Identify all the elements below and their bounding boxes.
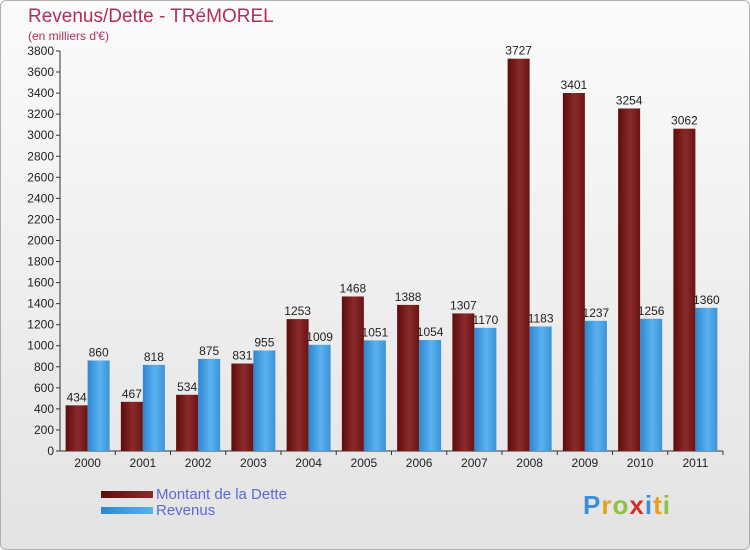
legend-label-debt: Montant de la Dette — [156, 486, 287, 503]
x-tick-label: 2008 — [516, 456, 543, 470]
bar-debt — [452, 313, 475, 451]
x-tick-label: 2002 — [185, 456, 212, 470]
x-axis: 2000 2001 2002 2003 2004 2005 2006 2007 2008 2009… — [60, 450, 724, 470]
y-tick-label: 3600 — [27, 65, 54, 79]
y-tick-label: 2600 — [27, 170, 54, 184]
x-tick-label: 2001 — [130, 456, 157, 470]
proxiti-logo: Proxiti — [583, 490, 671, 520]
y-tick-label: 2200 — [27, 212, 54, 226]
legend-label-revenus: Revenus — [156, 502, 216, 519]
x-tick-label: 2000 — [74, 456, 101, 470]
value-label-debt: 831 — [232, 349, 252, 363]
value-label-debt: 434 — [67, 390, 87, 404]
x-tick-label: 2004 — [295, 456, 322, 470]
y-tick-label: 0 — [47, 444, 54, 458]
y-tick-label: 3800 — [27, 44, 54, 58]
bar-revenus — [640, 318, 663, 451]
value-label-revenus: 1170 — [472, 313, 498, 327]
value-label-revenus: 1237 — [583, 306, 610, 320]
legend-swatch-revenus — [101, 507, 153, 514]
bar-revenus — [419, 340, 442, 451]
bar-debt — [397, 304, 420, 451]
bar-debt — [341, 296, 364, 451]
x-tick-label: 2007 — [461, 456, 488, 470]
x-tick-label: 2009 — [572, 456, 599, 470]
value-label-revenus: 875 — [199, 344, 219, 358]
y-tick-label: 600 — [34, 381, 54, 395]
chart-title: Revenus/Dette - TRéMOREL — [28, 6, 274, 27]
bar-debt — [562, 93, 585, 451]
bar-revenus — [584, 320, 607, 451]
y-tick-label: 200 — [34, 423, 54, 437]
bar-revenus — [363, 340, 386, 451]
y-tick-label: 1800 — [27, 255, 54, 269]
bar-revenus — [308, 344, 331, 451]
y-tick-label: 1600 — [27, 276, 54, 290]
bar-debt — [120, 401, 143, 451]
value-label-revenus: 1009 — [306, 330, 333, 344]
bars — [65, 58, 718, 452]
value-label-debt: 534 — [177, 380, 197, 394]
bar-debt — [618, 108, 641, 451]
y-tick-label: 800 — [34, 360, 54, 374]
value-label-revenus: 818 — [144, 350, 164, 364]
value-label-debt: 1468 — [340, 281, 367, 295]
bar-debt — [65, 405, 88, 451]
y-tick-label: 3000 — [27, 128, 54, 142]
value-label-revenus: 1360 — [693, 293, 720, 307]
legend-swatch-debt — [101, 491, 153, 498]
x-tick-label: 2003 — [240, 456, 267, 470]
value-label-debt: 3727 — [505, 44, 532, 58]
y-tick-label: 1400 — [27, 297, 54, 311]
y-tick-label: 2800 — [27, 149, 54, 163]
y-tick-label: 2000 — [27, 233, 54, 247]
bar-revenus — [87, 360, 110, 451]
x-tick-label: 2011 — [682, 456, 708, 470]
value-label-revenus: 860 — [89, 345, 109, 359]
bar-revenus — [529, 326, 552, 451]
y-axis: 0 200 400 600 800 1000 1200 1400 1600 1800 2000 220… — [27, 44, 61, 458]
y-tick-label: 400 — [34, 402, 54, 416]
value-label-debt: 3254 — [616, 93, 643, 107]
x-tick-label: 2006 — [406, 456, 433, 470]
value-label-revenus: 1051 — [362, 325, 389, 339]
x-tick-label: 2010 — [627, 456, 654, 470]
value-label-revenus: 1183 — [528, 311, 554, 325]
y-tick-label: 2400 — [27, 191, 54, 205]
y-tick-label: 3400 — [27, 86, 54, 100]
bar-revenus — [253, 350, 276, 451]
bar-revenus — [695, 307, 718, 451]
value-label-debt: 1307 — [450, 298, 477, 312]
bar-revenus — [474, 327, 497, 451]
value-label-revenus: 955 — [254, 335, 274, 349]
value-label-debt: 1388 — [395, 290, 422, 304]
value-label-debt: 3062 — [671, 114, 698, 128]
bar-debt — [176, 394, 199, 451]
bar-debt — [231, 363, 254, 451]
value-label-revenus: 1054 — [417, 325, 444, 339]
value-label-debt: 3401 — [561, 78, 588, 92]
bar-revenus — [142, 364, 165, 451]
y-tick-label: 1000 — [27, 339, 54, 353]
y-tick-label: 1200 — [27, 318, 54, 332]
x-tick-label: 2005 — [351, 456, 378, 470]
value-label-debt: 467 — [122, 387, 142, 401]
bar-debt — [673, 128, 696, 451]
y-tick-label: 3200 — [27, 107, 54, 121]
value-label-debt: 1253 — [284, 304, 311, 318]
bar-revenus — [198, 358, 221, 451]
chart-subtitle: (en milliers d'€) — [28, 29, 109, 43]
bar-debt — [286, 319, 309, 451]
value-label-revenus: 1256 — [638, 304, 665, 318]
bar-debt — [507, 58, 530, 452]
